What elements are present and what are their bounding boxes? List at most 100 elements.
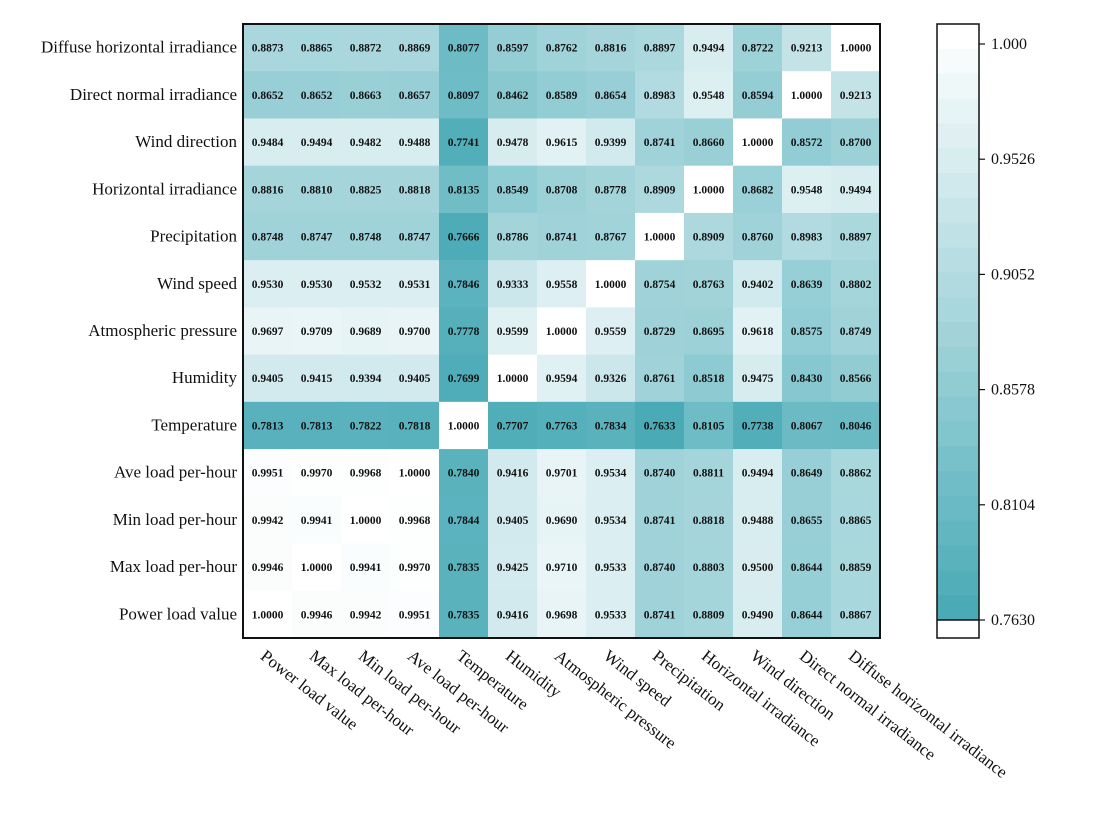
heatmap-cell (733, 449, 783, 497)
heatmap-cell (243, 165, 293, 214)
colorbar-band (937, 346, 979, 373)
cell-value-label: 0.8708 (546, 184, 578, 196)
heatmap-cell (782, 118, 832, 167)
heatmap-cell (684, 165, 734, 214)
heatmap-cell (733, 354, 783, 403)
cell-value-label: 0.8816 (252, 184, 284, 196)
cell-value-label: 0.8754 (644, 279, 676, 291)
heatmap-cell (537, 165, 587, 214)
cell-value-label: 0.8897 (840, 232, 872, 244)
cell-value-label: 0.8654 (595, 90, 627, 102)
heatmap-cell (586, 165, 636, 214)
heatmap-cell (586, 260, 636, 308)
cell-value-label: 0.7763 (546, 420, 578, 432)
heatmap-cell (341, 165, 391, 214)
row-label: Max load per-hour (110, 557, 237, 576)
cell-value-label: 0.9951 (399, 609, 431, 621)
cell-value-label: 0.9946 (301, 609, 333, 621)
cell-value-label: 0.8700 (840, 137, 872, 149)
cell-value-label: 1.0000 (840, 43, 872, 55)
heatmap-cell (439, 307, 489, 356)
cell-value-label: 0.9490 (742, 609, 774, 621)
cell-value-label: 0.7835 (448, 562, 480, 574)
heatmap-cell (831, 165, 881, 214)
heatmap-cell (292, 590, 342, 639)
cell-value-label: 0.7822 (350, 420, 382, 432)
cell-value-label: 0.8872 (350, 43, 382, 55)
cell-value-label: 0.8740 (644, 562, 676, 574)
heatmap-cell (292, 24, 342, 72)
cell-value-label: 0.8865 (840, 515, 872, 527)
cell-value-label: 0.8983 (791, 232, 823, 244)
heatmap-cell (390, 212, 440, 261)
cell-value-label: 0.8909 (693, 232, 725, 244)
cell-value-label: 0.8763 (693, 279, 725, 291)
heatmap-cell (292, 354, 342, 403)
cell-value-label: 0.8722 (742, 43, 774, 55)
colorbar-tick-label: 0.9526 (991, 151, 1035, 168)
cell-value-label: 0.8518 (693, 373, 725, 385)
heatmap-cell (586, 496, 636, 545)
cell-value-label: 0.9326 (595, 373, 627, 385)
cell-value-label: 0.9213 (791, 43, 823, 55)
cell-value-label: 0.9698 (546, 609, 578, 621)
cell-value-label: 0.7738 (742, 420, 774, 432)
heatmap-cell (390, 307, 440, 356)
cell-value-label: 0.8825 (350, 184, 382, 196)
heatmap-cell (586, 24, 636, 72)
colorbar-band (937, 247, 979, 273)
heatmap-cell (292, 449, 342, 497)
cell-value-label: 0.7707 (497, 420, 529, 432)
cell-value-label: 0.8810 (301, 184, 333, 196)
heatmap-cell (390, 165, 440, 214)
cell-value-label: 0.9405 (252, 373, 284, 385)
heatmap-cell (782, 307, 832, 356)
cell-value-label: 0.8816 (595, 43, 627, 55)
cell-value-label: 0.7813 (252, 420, 284, 432)
heatmap-cell (390, 401, 440, 450)
cell-value-label: 0.8644 (791, 562, 823, 574)
colorbar-band (937, 322, 979, 348)
cell-value-label: 0.7813 (301, 420, 333, 432)
row-label: Precipitation (150, 227, 237, 246)
colorbar-band (937, 48, 979, 75)
heatmap-cell (635, 118, 685, 167)
cell-value-label: 0.8430 (791, 373, 823, 385)
row-label: Min load per-hour (113, 510, 238, 529)
heatmap-cell (831, 307, 881, 356)
cell-value-label: 0.8077 (448, 43, 480, 55)
cell-value-label: 0.8909 (644, 184, 676, 196)
cell-value-label: 1.0000 (791, 90, 823, 102)
heatmap-cell (831, 260, 881, 308)
heatmap-cell (586, 543, 636, 592)
heatmap-cell (390, 24, 440, 72)
cell-value-label: 0.8097 (448, 90, 480, 102)
cell-value-label: 0.8652 (252, 90, 284, 102)
heatmap-cell (341, 71, 391, 120)
heatmap-cell (684, 260, 734, 308)
heatmap-cell (243, 590, 293, 639)
heatmap-cell (635, 24, 685, 72)
heatmap-cell (488, 24, 538, 72)
heatmap-cell (635, 165, 685, 214)
colorbar-tick-label: 1.000 (991, 36, 1027, 53)
heatmap-cell (782, 71, 832, 120)
heatmap-cell (292, 307, 342, 356)
heatmap-cell (782, 212, 832, 261)
cell-value-label: 0.9532 (350, 279, 382, 291)
cell-value-label: 0.7633 (644, 420, 676, 432)
row-label: Diffuse horizontal irradiance (41, 38, 237, 57)
colorbar-tick-label: 0.7630 (991, 612, 1035, 629)
cell-value-label: 0.9333 (497, 279, 529, 291)
cell-value-label: 0.8105 (693, 420, 725, 432)
heatmap-values: 0.8873 0.8865 0.8872 0.8869 0.8077 0.8597 0.87… (252, 43, 872, 622)
heatmap-cell (341, 307, 391, 356)
heatmap-cell (488, 401, 538, 450)
cell-value-label: 0.9488 (399, 137, 431, 149)
colorbar-band (937, 446, 979, 472)
cell-value-label: 0.9475 (742, 373, 774, 385)
cell-value-label: 1.0000 (301, 562, 333, 574)
heatmap-cell (341, 496, 391, 545)
heatmap-cell (390, 449, 440, 497)
